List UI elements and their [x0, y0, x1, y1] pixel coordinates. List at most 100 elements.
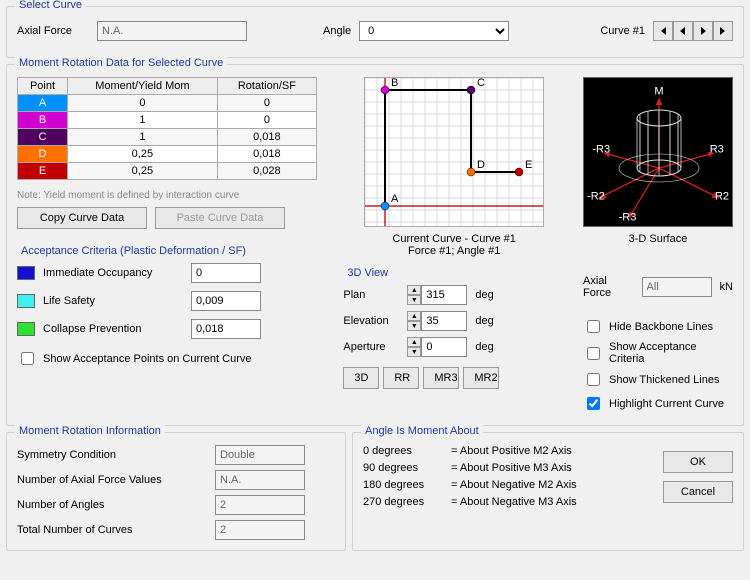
r-cell: 0,018	[217, 129, 316, 146]
aper-up[interactable]: ▲	[407, 337, 421, 347]
plan-deg: deg	[475, 289, 493, 301]
angle-desc-label: = About Positive M3 Axis	[451, 462, 572, 474]
elev-down[interactable]: ▼	[407, 321, 421, 331]
svg-text:R2: R2	[715, 191, 729, 203]
aper-down[interactable]: ▼	[407, 347, 421, 357]
elev-field[interactable]	[421, 311, 467, 331]
svg-text:A: A	[391, 193, 399, 205]
chk-label: Highlight Current Curve	[609, 398, 724, 410]
table-row[interactable]: B 1 0	[18, 112, 317, 129]
info-group: Moment Rotation Information Symmetry Con…	[6, 432, 346, 551]
elev-up[interactable]: ▲	[407, 311, 421, 321]
chk-hide-backbone-lines[interactable]	[587, 320, 600, 333]
svg-text:E: E	[525, 159, 532, 171]
view3d-title: 3D View	[343, 267, 565, 279]
copy-curve-button[interactable]: Copy Curve Data	[17, 207, 147, 229]
chk-label: Show Acceptance Criteria	[609, 341, 733, 365]
info-title: Moment Rotation Information	[15, 425, 165, 437]
plan-down[interactable]: ▼	[407, 295, 421, 305]
acc-value-field[interactable]	[191, 291, 261, 311]
plan-up[interactable]: ▲	[407, 285, 421, 295]
angle-desc-label: = About Positive M2 Axis	[451, 445, 572, 457]
info-value	[215, 495, 305, 515]
aper-label: Aperture	[343, 341, 399, 353]
m-cell: 0,25	[68, 146, 218, 163]
m-cell: 1	[68, 129, 218, 146]
acc-swatch	[17, 266, 35, 280]
angle-about-title: Angle Is Moment About	[361, 425, 483, 437]
view-mr2-button[interactable]: MR2	[463, 367, 499, 389]
curve-caption: Current Curve - Curve #1	[343, 233, 565, 245]
th-point: Point	[18, 78, 68, 95]
svg-text:-R3: -R3	[592, 143, 610, 155]
cancel-button[interactable]: Cancel	[663, 481, 733, 503]
table-row[interactable]: C 1 0,018	[18, 129, 317, 146]
moment-rotation-data-title: Moment Rotation Data for Selected Curve	[15, 57, 227, 69]
m-cell: 1	[68, 112, 218, 129]
th-rotation: Rotation/SF	[217, 78, 316, 95]
info-label: Number of Angles	[17, 499, 207, 511]
moment-rotation-data-group: Moment Rotation Data for Selected Curve …	[6, 64, 744, 426]
svg-text:-R3: -R3	[619, 212, 637, 224]
nav-first-button[interactable]	[653, 21, 673, 41]
info-value	[215, 470, 305, 490]
select-curve-group: Select Curve Axial Force Angle 0 Curve #…	[6, 6, 744, 58]
r-cell: 0	[217, 112, 316, 129]
paste-curve-button: Paste Curve Data	[155, 207, 285, 229]
nav-prev-button[interactable]	[673, 21, 693, 41]
acc-label: Life Safety	[43, 295, 183, 307]
angle-about-group: Angle Is Moment About 0 degrees = About …	[352, 432, 744, 551]
acc-swatch	[17, 322, 35, 336]
acc-swatch	[17, 294, 35, 308]
aper-deg: deg	[475, 341, 493, 353]
r-cell: 0,018	[217, 146, 316, 163]
table-row[interactable]: E 0,25 0,028	[18, 163, 317, 180]
af-field	[642, 277, 712, 297]
svg-text:C: C	[477, 77, 485, 89]
curve-chart: ABCDE	[364, 77, 544, 227]
pt-cell: C	[18, 129, 68, 146]
aper-field[interactable]	[421, 337, 467, 357]
m-cell: 0	[68, 95, 218, 112]
table-row[interactable]: D 0,25 0,018	[18, 146, 317, 163]
chk-show-thickened-lines[interactable]	[587, 373, 600, 386]
acc-value-field[interactable]	[191, 319, 261, 339]
yield-note: Note: Yield moment is defined by interac…	[17, 190, 325, 201]
surface-caption: 3-D Surface	[583, 233, 733, 245]
nav-last-button[interactable]	[713, 21, 733, 41]
view-mr3-button[interactable]: MR3	[423, 367, 459, 389]
table-row[interactable]: A 0 0	[18, 95, 317, 112]
angle-deg-label: 180 degrees	[363, 479, 443, 491]
info-label: Total Number of Curves	[17, 524, 207, 536]
r-cell: 0	[217, 95, 316, 112]
nav-next-button[interactable]	[693, 21, 713, 41]
acc-label: Collapse Prevention	[43, 323, 183, 335]
info-label: Number of Axial Force Values	[17, 474, 207, 486]
axial-force-field	[97, 21, 247, 41]
svg-text:-R2: -R2	[587, 191, 605, 203]
pt-cell: D	[18, 146, 68, 163]
ok-button[interactable]: OK	[663, 451, 733, 473]
view-3d-button[interactable]: 3D	[343, 367, 379, 389]
axial-force-label: Axial Force	[17, 25, 89, 37]
angle-desc-label: = About Negative M2 Axis	[451, 479, 577, 491]
svg-text:M: M	[654, 86, 663, 98]
af-unit: kN	[720, 281, 733, 293]
plan-field[interactable]	[421, 285, 467, 305]
chk-highlight-current-curve[interactable]	[587, 397, 600, 410]
acceptance-title: Acceptance Criteria (Plastic Deformation…	[17, 245, 325, 257]
acc-value-field[interactable]	[191, 263, 261, 283]
show-acceptance-points-checkbox[interactable]	[21, 352, 34, 365]
info-value	[215, 520, 305, 540]
info-value	[215, 445, 305, 465]
th-moment: Moment/Yield Mom	[68, 78, 218, 95]
chk-label: Show Thickened Lines	[609, 374, 719, 386]
view-rr-button[interactable]: RR	[383, 367, 419, 389]
svg-text:B: B	[391, 77, 398, 89]
select-curve-title: Select Curve	[15, 0, 86, 11]
pt-cell: E	[18, 163, 68, 180]
chk-show-acceptance-criteria[interactable]	[587, 347, 600, 360]
angle-label: Angle	[323, 25, 351, 37]
angle-select[interactable]: 0	[359, 21, 509, 41]
angle-deg-label: 0 degrees	[363, 445, 443, 457]
